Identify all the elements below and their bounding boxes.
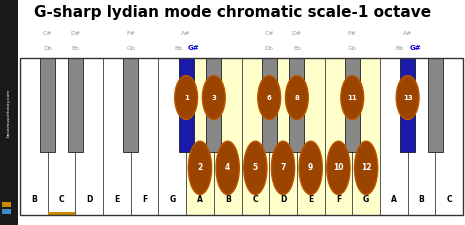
Bar bbox=[400, 58, 415, 152]
Text: 1: 1 bbox=[184, 94, 189, 101]
Bar bbox=[159, 58, 186, 215]
Ellipse shape bbox=[188, 141, 212, 195]
Text: G: G bbox=[363, 195, 369, 204]
Text: Eb: Eb bbox=[293, 46, 301, 51]
Bar bbox=[297, 58, 325, 215]
Bar bbox=[241, 58, 269, 215]
Text: B: B bbox=[31, 195, 37, 204]
Text: F: F bbox=[336, 195, 341, 204]
Text: Eb: Eb bbox=[72, 46, 80, 51]
Text: G-sharp lydian mode chromatic scale-1 octave: G-sharp lydian mode chromatic scale-1 oc… bbox=[34, 5, 431, 20]
Bar bbox=[289, 58, 305, 152]
Text: 7: 7 bbox=[280, 163, 286, 172]
Ellipse shape bbox=[244, 141, 267, 195]
Ellipse shape bbox=[341, 76, 364, 119]
Bar bbox=[186, 58, 214, 215]
Ellipse shape bbox=[175, 76, 198, 119]
Text: Bb: Bb bbox=[396, 46, 404, 51]
Text: D#: D# bbox=[292, 31, 302, 36]
Text: G: G bbox=[169, 195, 175, 204]
Bar bbox=[179, 58, 194, 152]
Bar bbox=[206, 58, 221, 152]
Text: Bb: Bb bbox=[174, 46, 182, 51]
Text: 5: 5 bbox=[253, 163, 258, 172]
Text: Gb: Gb bbox=[126, 46, 135, 51]
Text: C: C bbox=[446, 195, 452, 204]
Bar bbox=[352, 58, 380, 215]
Bar bbox=[123, 58, 139, 152]
Bar bbox=[435, 58, 463, 215]
Bar bbox=[325, 58, 352, 215]
Bar bbox=[269, 58, 297, 215]
Text: D: D bbox=[86, 195, 93, 204]
Text: E: E bbox=[114, 195, 120, 204]
Bar bbox=[131, 58, 159, 215]
Bar bbox=[40, 58, 55, 152]
Text: B: B bbox=[418, 195, 425, 204]
Bar bbox=[103, 58, 131, 215]
Text: C#: C# bbox=[43, 31, 53, 36]
Text: basicmusictheory.com: basicmusictheory.com bbox=[7, 89, 11, 137]
Text: C: C bbox=[252, 195, 258, 204]
Ellipse shape bbox=[396, 76, 419, 119]
Text: F#: F# bbox=[126, 31, 135, 36]
Text: Gb: Gb bbox=[348, 46, 357, 51]
Ellipse shape bbox=[327, 141, 350, 195]
Text: 9: 9 bbox=[308, 163, 313, 172]
Text: G#: G# bbox=[410, 45, 421, 52]
Bar bbox=[20, 58, 48, 215]
Text: A#: A# bbox=[403, 31, 412, 36]
Bar bbox=[428, 58, 443, 152]
Ellipse shape bbox=[299, 141, 322, 195]
Bar bbox=[262, 58, 277, 152]
Text: C#: C# bbox=[265, 31, 274, 36]
Text: 11: 11 bbox=[347, 94, 357, 101]
Bar bbox=[380, 58, 408, 215]
Text: E: E bbox=[308, 195, 313, 204]
Text: D: D bbox=[280, 195, 286, 204]
Text: F: F bbox=[142, 195, 147, 204]
Ellipse shape bbox=[272, 141, 295, 195]
Text: 4: 4 bbox=[225, 163, 230, 172]
Bar bbox=[214, 58, 241, 215]
Text: 10: 10 bbox=[333, 163, 344, 172]
Bar bbox=[2, 202, 11, 207]
Bar bbox=[48, 212, 75, 215]
Bar bbox=[2, 209, 11, 214]
Ellipse shape bbox=[354, 141, 378, 195]
Bar bbox=[0, 0, 18, 225]
Text: Db: Db bbox=[265, 46, 273, 51]
Bar bbox=[20, 58, 463, 215]
Text: G#: G# bbox=[188, 45, 199, 52]
Text: 8: 8 bbox=[294, 94, 299, 101]
Text: D#: D# bbox=[70, 31, 80, 36]
Text: Db: Db bbox=[43, 46, 52, 51]
Text: 2: 2 bbox=[197, 163, 203, 172]
Text: A: A bbox=[391, 195, 397, 204]
Text: A#: A# bbox=[181, 31, 191, 36]
Bar bbox=[48, 58, 75, 215]
Text: 3: 3 bbox=[212, 94, 216, 101]
Text: A: A bbox=[197, 195, 203, 204]
Text: F#: F# bbox=[348, 31, 357, 36]
Text: 6: 6 bbox=[267, 94, 272, 101]
Ellipse shape bbox=[202, 76, 225, 119]
Ellipse shape bbox=[258, 76, 280, 119]
Text: C: C bbox=[59, 195, 64, 204]
Ellipse shape bbox=[286, 76, 308, 119]
Bar bbox=[345, 58, 360, 152]
Bar bbox=[408, 58, 435, 215]
Ellipse shape bbox=[216, 141, 239, 195]
Bar bbox=[68, 58, 83, 152]
Bar bbox=[75, 58, 103, 215]
Text: B: B bbox=[225, 195, 231, 204]
Text: 12: 12 bbox=[361, 163, 372, 172]
Text: 13: 13 bbox=[403, 94, 412, 101]
